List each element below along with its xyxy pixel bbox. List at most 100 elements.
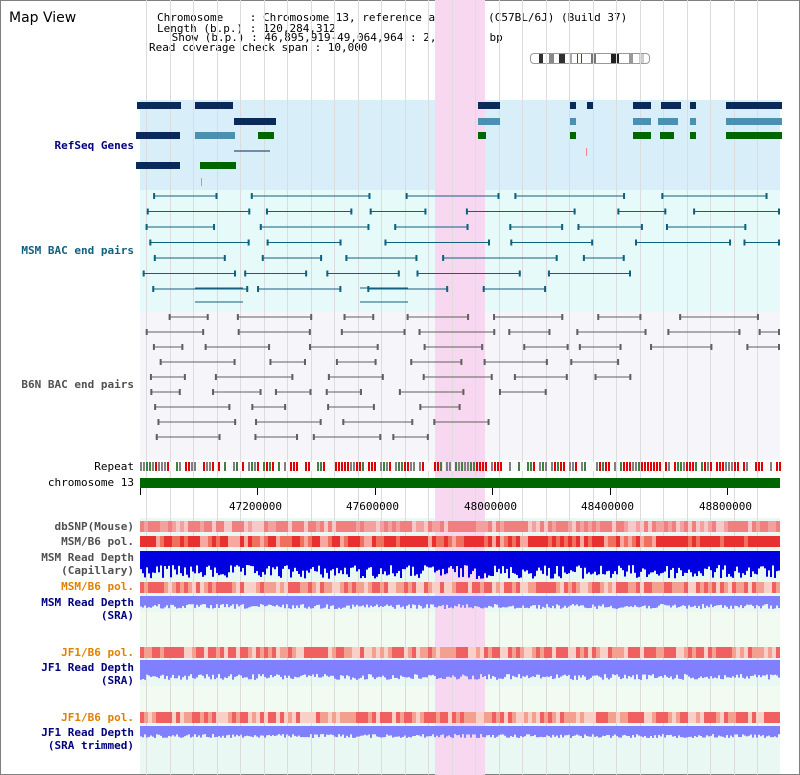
jf1-depth-trimmed-bar <box>644 726 646 736</box>
track-label-refseq[interactable]: RefSeq Genes <box>54 139 134 152</box>
jf1-depth-sra-bar <box>434 660 436 676</box>
dbsnp-band <box>480 521 484 532</box>
track-label-jf1-b6-pol-2[interactable]: JF1/B6 pol. <box>61 711 134 724</box>
dbsnp-band <box>316 521 320 532</box>
jf1-depth-sra-bar <box>592 660 594 676</box>
jf1-b6-pol-trim-band <box>564 712 568 723</box>
msm-depth-capillary-bar <box>754 551 756 574</box>
jf1-depth-trimmed-bar <box>564 726 566 736</box>
track-label-msm-b6-pol-1[interactable]: MSM/B6 pol. <box>61 535 134 548</box>
repeat-block <box>305 462 307 471</box>
msm-b6-pol-band <box>712 536 716 547</box>
jf1-depth-trimmed-bar <box>380 726 382 738</box>
msm-depth-sra-bar <box>614 596 616 609</box>
msm-b6-pol-sra-band <box>520 582 524 593</box>
dbsnp-band <box>284 521 288 532</box>
repeat-block <box>323 462 325 471</box>
jf1-depth-trimmed-bar <box>702 726 704 738</box>
jf1-depth-trimmed-bar <box>506 726 508 738</box>
repeat-block <box>425 462 427 471</box>
jf1-b6-pol-band <box>328 647 332 658</box>
msm-depth-sra-bar <box>600 596 602 607</box>
jf1-depth-sra-bar <box>688 660 690 677</box>
msm-b6-pol-band <box>496 536 500 547</box>
repeat-block <box>461 462 463 471</box>
jf1-depth-sra-bar <box>368 660 370 675</box>
repeat-block <box>149 462 151 471</box>
repeat-block <box>641 462 643 471</box>
jf1-depth-trimmed-bar <box>426 726 428 737</box>
repeat-block <box>716 462 718 471</box>
jf1-b6-pol-band <box>596 647 600 658</box>
jf1-b6-pol-trim-band <box>304 712 308 723</box>
track-label-msm-depth-sra-sub: (SRA) <box>100 609 134 622</box>
track-label-dbsnp[interactable]: dbSNP(Mouse) <box>54 520 134 533</box>
msm-depth-sra-bar <box>230 596 232 606</box>
jf1-depth-sra-bar <box>484 660 486 676</box>
msm-b6-pol-sra-band <box>184 582 188 593</box>
msm-depth-sra-bar <box>338 596 340 608</box>
b6n-bac-end <box>406 314 409 320</box>
jf1-depth-trimmed-bar <box>774 726 776 737</box>
jf1-b6-pol-trim-band <box>584 712 588 723</box>
track-label-msm-b6-pol-2[interactable]: MSM/B6 pol. <box>61 580 134 593</box>
dbsnp-band <box>584 521 588 532</box>
msm-b6-pol-band <box>716 536 720 547</box>
repeat-block <box>767 462 769 471</box>
repeat-block <box>464 462 466 471</box>
track-label-msm-bac[interactable]: MSM BAC end pairs <box>21 244 134 257</box>
msm-b6-pol-band <box>396 536 400 547</box>
msm-depth-sra-bar <box>632 596 634 608</box>
msm-b6-pol-band <box>412 536 416 547</box>
msm-depth-capillary-bar <box>282 551 284 569</box>
jf1-depth-sra-bar <box>408 660 410 678</box>
msm-depth-sra-bar <box>420 596 422 607</box>
dbsnp-band <box>668 521 672 532</box>
track-label-jf1-depth-sra[interactable]: JF1 Read Depth <box>41 661 134 674</box>
jf1-b6-pol-band <box>436 647 440 658</box>
msm-depth-sra-bar <box>302 596 304 605</box>
repeat-block <box>710 462 712 471</box>
track-label-jf1-b6-pol-1[interactable]: JF1/B6 pol. <box>61 646 134 659</box>
b6n-bac-end <box>168 314 171 320</box>
msm-b6-pol-sra-band <box>720 582 724 593</box>
jf1-depth-sra-bar <box>248 660 250 680</box>
track-label-chromosome[interactable]: chromosome 13 <box>47 476 134 489</box>
track-label-repeat[interactable]: Repeat <box>94 460 134 473</box>
jf1-depth-trimmed-bar <box>328 726 330 735</box>
repeat-block <box>638 462 640 471</box>
jf1-depth-trimmed-bar <box>436 726 438 736</box>
msm-b6-pol-sra-band <box>736 582 740 593</box>
jf1-b6-pol-trim-band <box>380 712 384 723</box>
dbsnp-band <box>652 521 656 532</box>
msm-depth-sra-bar <box>356 596 358 605</box>
jf1-b6-pol-band <box>764 647 768 658</box>
msm-b6-pol-band <box>408 536 412 547</box>
track-label-b6n-bac[interactable]: B6N BAC end pairs <box>21 378 134 391</box>
msm-depth-sra-bar <box>774 596 776 609</box>
msm-b6-pol-band <box>644 536 648 547</box>
jf1-depth-sra-bar <box>654 660 656 679</box>
msm-depth-capillary-bar <box>414 551 416 576</box>
track-label-jf1-depth-trimmed[interactable]: JF1 Read Depth <box>41 726 134 739</box>
msm-b6-pol-band <box>340 536 344 547</box>
track-label-msm-depth-sra[interactable]: MSM Read Depth <box>41 596 134 609</box>
repeat-block <box>569 462 571 471</box>
msm-b6-pol-sra-band <box>288 582 292 593</box>
jf1-depth-sra-bar <box>602 660 604 680</box>
jf1-depth-sra-bar <box>370 660 372 675</box>
track-label-msm-depth-capillary[interactable]: MSM Read Depth <box>41 551 134 564</box>
jf1-b6-pol-trim-band <box>332 712 336 723</box>
jf1-b6-pol-band <box>760 647 764 658</box>
msm-depth-capillary-bar <box>456 551 458 567</box>
b6n-bac-end <box>483 359 486 365</box>
repeat-block <box>140 462 142 471</box>
jf1-depth-trimmed-bar <box>216 726 218 738</box>
msm-b6-pol-band <box>472 536 476 547</box>
msm-bac-end <box>261 255 264 261</box>
msm-depth-capillary-bar <box>572 551 574 572</box>
b6n-bac-end <box>513 374 516 380</box>
msm-depth-sra-bar <box>274 596 276 607</box>
msm-b6-pol-sra-band <box>140 582 144 593</box>
jf1-b6-pol-trim-band <box>572 712 576 723</box>
